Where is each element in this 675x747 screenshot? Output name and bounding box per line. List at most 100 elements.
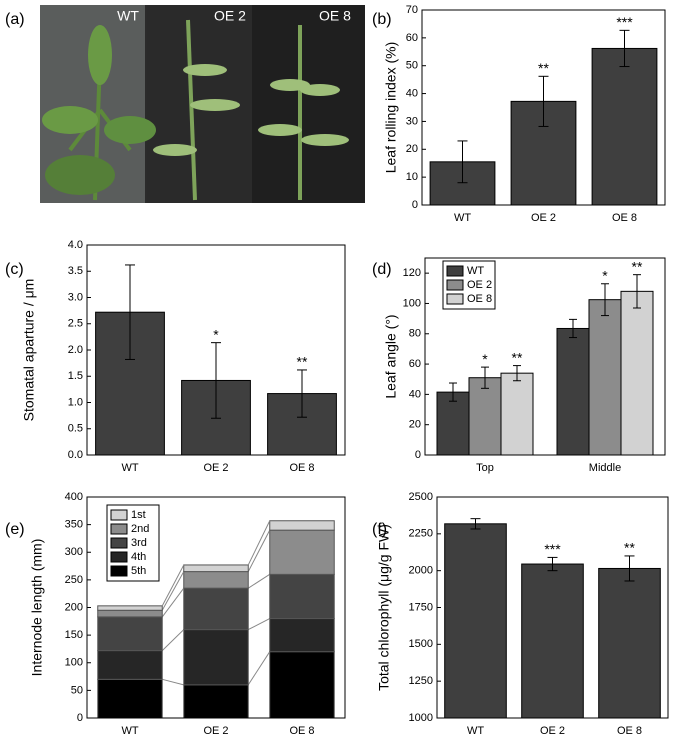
y-tick-label: 400 — [65, 491, 83, 503]
y-tick-label: 350 — [65, 519, 83, 531]
bar-segment — [97, 616, 163, 652]
legend-swatch — [446, 293, 464, 305]
y-tick-label: 30 — [406, 115, 418, 127]
y-tick-label: 80 — [409, 328, 421, 340]
annotation: * — [482, 351, 488, 367]
annotation: ** — [512, 349, 523, 365]
legend-label: 4th — [131, 551, 146, 563]
leaf — [270, 79, 310, 91]
bar — [588, 299, 622, 456]
legend-swatch — [446, 279, 464, 291]
y-tick-label: 0.0 — [68, 449, 83, 461]
legend-label: 3rd — [131, 537, 147, 549]
bar — [556, 327, 590, 456]
connector — [247, 529, 271, 572]
y-tick-label: 100 — [403, 297, 421, 309]
legend-swatch — [110, 565, 128, 577]
error-bar — [619, 29, 630, 68]
bar-segment — [183, 571, 249, 589]
connector — [161, 587, 185, 618]
leaf — [190, 99, 240, 111]
bar-segment — [269, 520, 335, 531]
annotation: ** — [538, 60, 549, 76]
y-tick-label: 0 — [412, 199, 418, 211]
axes-frame — [421, 9, 666, 206]
x-tick-label: WT — [121, 725, 138, 737]
leaf — [45, 155, 115, 195]
bar — [598, 567, 661, 719]
y-tick-label: 4.0 — [68, 239, 83, 251]
bar-segment — [183, 587, 249, 631]
error-bar — [547, 556, 558, 572]
bar-segment — [183, 684, 249, 719]
axes-frame — [86, 496, 346, 719]
bar-segment — [97, 678, 163, 719]
leaf — [153, 144, 197, 156]
y-tick-label: 60 — [409, 358, 421, 370]
annotation: *** — [616, 14, 633, 30]
panel-label: (d) — [372, 261, 392, 278]
bar — [620, 290, 654, 456]
annotation: ** — [297, 354, 308, 370]
leaf — [88, 25, 112, 85]
legend-swatch — [110, 551, 128, 563]
annotation: ** — [624, 540, 635, 556]
y-tick-label: 10 — [406, 171, 418, 183]
y-tick-label: 20 — [409, 419, 421, 431]
legend-label: 2nd — [131, 523, 149, 535]
y-tick-label: 0 — [77, 712, 83, 724]
error-bar — [457, 140, 468, 184]
legend-label: 5th — [131, 565, 146, 577]
bar-segment — [269, 529, 335, 575]
connector — [162, 678, 184, 686]
y-tick-label: 3.0 — [68, 291, 83, 303]
leaf — [258, 124, 302, 136]
error-bar — [633, 274, 641, 309]
bar — [500, 372, 534, 456]
y-tick-label: 50 — [406, 60, 418, 72]
panel-label: (a) — [5, 11, 25, 28]
y-tick-label: 60 — [406, 32, 418, 44]
legend-swatch — [446, 265, 464, 277]
axes-frame — [436, 496, 669, 719]
x-tick-label: OE 8 — [289, 725, 314, 737]
photo-tag: WT — [117, 8, 139, 24]
y-axis-label: Total chlorophyll (μg/g FW) — [376, 524, 392, 691]
legend-swatch — [110, 537, 128, 549]
leaf — [301, 134, 349, 146]
y-tick-label: 300 — [65, 546, 83, 558]
error-bar — [125, 264, 135, 360]
y-tick-label: 70 — [406, 4, 418, 16]
x-tick-label: OE 2 — [531, 212, 556, 224]
annotation: * — [602, 267, 608, 283]
bar-segment — [183, 564, 249, 573]
bar-segment — [269, 651, 335, 719]
legend-swatch — [110, 523, 128, 535]
y-axis-label: Leaf rolling index (%) — [383, 42, 399, 174]
leaf — [42, 106, 98, 134]
x-tick-label: WT — [454, 212, 471, 224]
legend-label: 1st — [131, 509, 146, 521]
y-axis-label: Internode length (mm) — [29, 539, 45, 677]
photo-panel — [252, 5, 365, 203]
panel-label: (f) — [372, 521, 387, 538]
y-tick-label: 2.0 — [68, 344, 83, 356]
y-tick-label: 200 — [65, 601, 83, 613]
y-tick-label: 50 — [71, 684, 83, 696]
bar-segment — [97, 609, 163, 618]
leaf — [183, 64, 227, 76]
y-tick-label: 2500 — [409, 491, 433, 503]
y-axis-label: Leaf angle (°) — [383, 314, 399, 398]
error-bar — [470, 518, 481, 530]
y-tick-label: 40 — [409, 388, 421, 400]
photo: (a) WT OE 2 OE 8 — [5, 5, 365, 203]
y-tick-label: 100 — [65, 657, 83, 669]
x-tick-label: OE 2 — [540, 725, 565, 737]
plant — [186, 19, 197, 201]
connector — [248, 618, 270, 631]
y-tick-label: 2.5 — [68, 318, 83, 330]
y-tick-label: 2000 — [409, 565, 433, 577]
y-tick-label: 250 — [65, 574, 83, 586]
connector — [247, 651, 271, 686]
